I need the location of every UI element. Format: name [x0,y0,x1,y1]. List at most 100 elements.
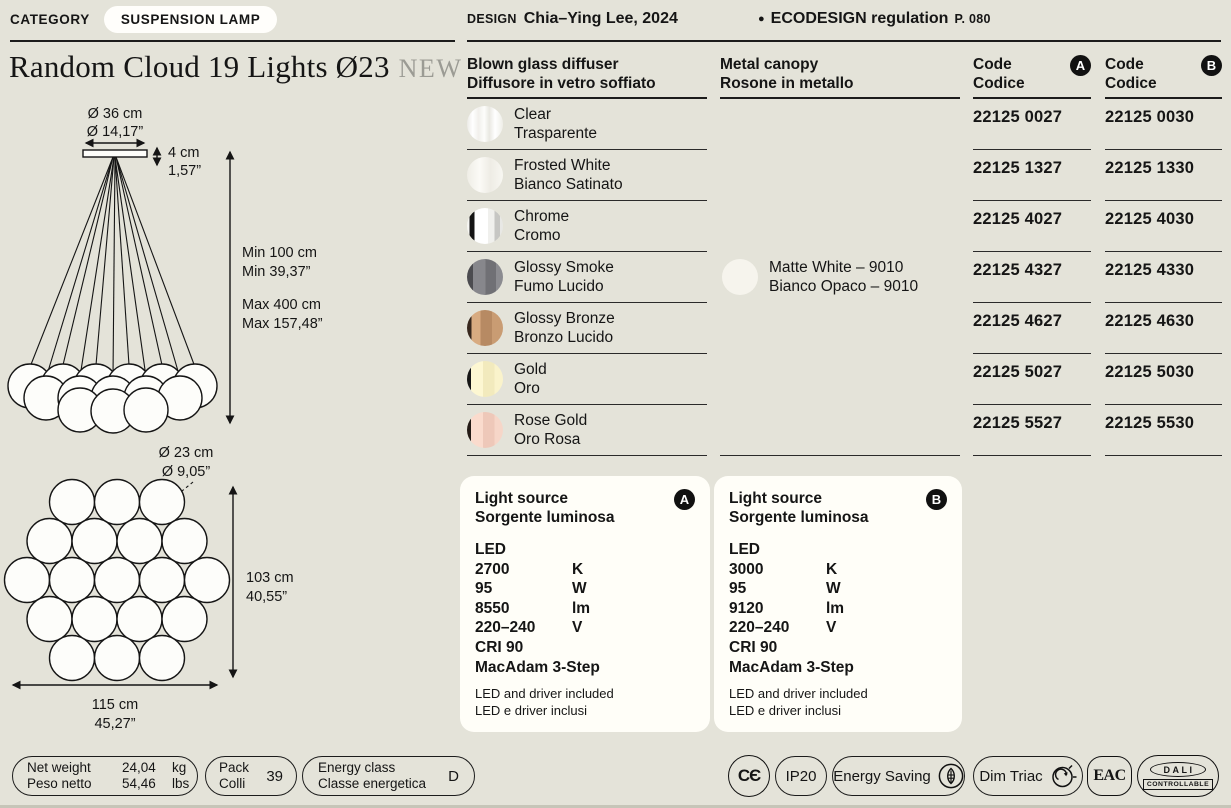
design-row: DESIGN Chia–Ying Lee, 2024 [467,10,678,28]
net-weight-kg: 24,04 [122,759,156,775]
swatch-rose-gold [467,412,503,448]
finish-row: Chrome Cromo [467,201,707,252]
code-value: 22125 5527 [973,405,1091,456]
spec-unit: V [572,619,583,637]
canopy-header-en: Metal canopy [720,56,819,73]
cluster-height-cm-label: 103 cm [246,570,294,586]
title-row: Random Cloud 19 Lights Ø23 NEW [9,49,462,85]
canopy-finish-it: Bianco Opaco – 9010 [769,278,919,295]
net-weight-grid: Net weight 24,04 kg Peso netto 54,46 lbs [27,760,189,793]
ip-rating-badge: IP20 [775,756,827,796]
code-value: 22125 4330 [1105,252,1222,303]
note-en: LED and driver included [729,686,868,702]
finish-en: Glossy Bronze [514,310,615,327]
finish-label: Chrome Cromo [514,207,569,245]
finish-it: Bianco Satinato [514,176,623,193]
energy-class-label-it: Classe energetica [318,776,427,791]
spec-row: 95 W [475,579,695,599]
net-weight-badge: Net weight 24,04 kg Peso netto 54,46 lbs [12,756,198,796]
leaf-icon [938,763,964,789]
bullet-icon: ● [758,13,765,25]
canopy-height-in-label: 1,57” [168,163,201,179]
cluster-width-in-label: 45,27” [94,716,135,732]
spec-row: 220–240 V [729,618,947,638]
energy-class-label-en: Energy class [318,759,396,775]
spec-value: 95 [475,580,493,598]
ecodesign-page-ref: P. 080 [954,12,991,26]
spec-unit: lm [572,599,591,617]
design-label: DESIGN [467,12,517,26]
net-weight-label-en: Net weight [27,759,91,775]
code-label-it: Codice [973,75,1025,92]
card-a-title: Light source Sorgente luminosa [475,489,615,527]
swatch-glossy-bronze [467,310,503,346]
spec-row: 3000 K [729,560,947,580]
net-weight-kg-unit: kg [172,759,187,775]
finish-en: Chrome [514,208,570,225]
spec-value: 220–240 [729,619,790,637]
badge-b-icon: B [1201,55,1222,76]
code-value: 22125 4327 [973,252,1091,303]
swatch-glossy-smoke [467,259,503,295]
spec-value: 9120 [729,599,764,617]
pack-label-en: Pack [219,759,250,775]
spec-row: 220–240 V [475,618,695,638]
cluster-width-cm-label: 115 cm [92,697,138,713]
card-a-head: Light source Sorgente luminosa A [475,489,695,527]
spec-unit: lm [826,599,845,617]
energy-class-badge: Energy class Classe energetica D [302,756,475,796]
spec-row: 8550 lm [475,599,695,619]
canopy-height-cm-label: 4 cm [168,145,199,161]
finish-en: Gold [514,361,547,378]
badge-b-icon: B [926,489,947,510]
diffuser-header-en: Blown glass diffuser [467,56,619,73]
sphere-diameter-cm-label: Ø 23 cm [159,445,214,461]
energy-class-value: D [448,767,459,785]
note-it: LED e driver inclusi [475,702,587,718]
spec-value: 2700 [475,560,510,578]
sphere-diameter-in-label: Ø 9,05” [162,464,211,480]
light-source-title-it: Sorgente luminosa [475,509,615,526]
technical-drawing: Ø 36 cm Ø 14,17” 4 cm 1,57” [3,106,323,732]
ecodesign-row: ● ECODESIGN regulation P. 080 [758,10,991,28]
finish-en: Frosted White [514,157,611,174]
ip-rating-text: IP20 [785,767,817,785]
diffuser-column: Blown glass diffuser Diffusore in vetro … [467,55,707,456]
code-value: 22125 5027 [973,354,1091,405]
code-value: 22125 1330 [1105,150,1222,201]
header-rule-left [10,40,455,43]
code-b-header-label: Code Codice [1105,55,1157,93]
dali-logo-icon: DALI [1150,762,1206,777]
code-value: 22125 5030 [1105,354,1222,405]
pack-labels: Pack Colli [219,760,249,793]
min-cm-label: Min 100 cm [242,245,317,261]
spec-value: 3000 [729,560,764,578]
finish-it: Cromo [514,227,561,244]
canopy-bar [82,149,148,158]
dim-triac-badge: Dim Triac [973,756,1083,796]
finish-label: Clear Trasparente [514,105,597,143]
cluster-height-in-label: 40,55” [246,589,287,605]
code-value: 22125 4627 [973,303,1091,354]
finish-row: Glossy Bronze Bronzo Lucido [467,303,707,354]
energy-class-labels: Energy class Classe energetica [318,760,426,793]
swatch-chrome [467,208,503,244]
card-a-specs: LED 2700 K 95 W 8550 lm 220–240 V CRI 90… [475,540,695,677]
eac-text: EAC [1093,767,1126,784]
card-b-head: Light source Sorgente luminosa B [729,489,947,527]
card-b-notes: LED and driver included LED e driver inc… [729,686,947,719]
code-value: 22125 0030 [1105,99,1222,150]
category-row: CATEGORY SUSPENSION LAMP [10,6,278,33]
finish-label: Rose Gold Oro Rosa [514,411,587,449]
finish-en: Clear [514,106,552,123]
finish-en: Rose Gold [514,412,588,429]
designer-name: Chia–Ying Lee, 2024 [523,10,678,27]
page-title: Random Cloud 19 Lights Ø23 [9,49,390,84]
finish-it: Oro Rosa [514,431,581,448]
code-label-en: Code [1105,56,1144,73]
spec-value: 8550 [475,599,510,617]
lamp-type: LED [729,541,760,558]
header-rule-right [467,40,1221,43]
code-value: 22125 5530 [1105,405,1222,456]
